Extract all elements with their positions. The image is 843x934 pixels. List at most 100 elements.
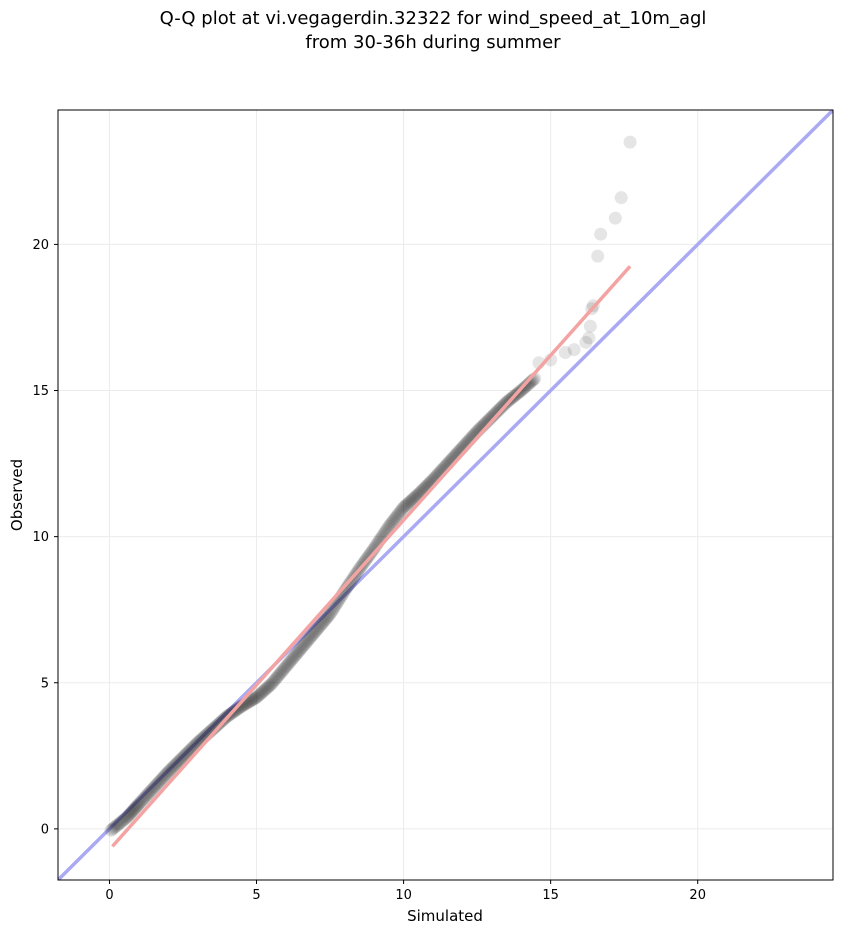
data-point [392, 507, 406, 521]
data-point [280, 658, 294, 672]
data-point [128, 801, 142, 815]
data-point [398, 499, 412, 513]
data-point [125, 805, 139, 819]
data-point [161, 765, 175, 779]
data-point [119, 811, 133, 825]
data-point [384, 516, 398, 530]
scatter-points [104, 135, 637, 837]
data-point [274, 666, 288, 680]
data-point [177, 749, 191, 763]
data-point [172, 754, 186, 768]
data-point [410, 488, 424, 502]
data-point [583, 319, 597, 333]
data-point [150, 777, 164, 791]
data-point [116, 813, 130, 827]
data-point [245, 693, 259, 707]
data-point [387, 513, 401, 527]
data-point [167, 759, 181, 773]
data-point [322, 609, 336, 623]
chart-subtitle: from 30-36h during summer [305, 32, 561, 53]
data-point [232, 701, 246, 715]
data-point [117, 812, 131, 826]
data-point [311, 622, 325, 636]
data-point [105, 822, 119, 836]
data-point [111, 818, 125, 832]
fit-line [111, 265, 632, 848]
data-point [275, 664, 289, 678]
data-point [176, 750, 190, 764]
data-point [291, 645, 305, 659]
y-tick-label: 15 [32, 384, 49, 399]
data-point [295, 641, 309, 655]
data-point [262, 679, 276, 693]
data-point [301, 633, 315, 647]
data-point [520, 378, 534, 392]
data-point [256, 685, 270, 699]
data-point [383, 518, 397, 532]
data-point [231, 702, 245, 716]
data-point [132, 797, 146, 811]
data-point [408, 491, 422, 505]
data-point [136, 793, 150, 807]
chart-title: Q-Q plot at vi.vegagerdin.32322 for wind… [160, 8, 707, 29]
data-point [265, 676, 279, 690]
data-point [492, 403, 506, 417]
y-tick-label: 10 [32, 530, 49, 545]
data-point [131, 798, 145, 812]
data-point [284, 654, 298, 668]
data-point [381, 521, 395, 535]
data-point [312, 620, 326, 634]
data-point [160, 766, 174, 780]
data-point [156, 770, 170, 784]
data-point [165, 761, 179, 775]
data-point [395, 502, 409, 516]
data-point [158, 769, 172, 783]
data-point [289, 648, 303, 662]
data-point [306, 628, 320, 642]
data-point [281, 657, 295, 671]
data-point [155, 772, 169, 786]
data-point [522, 377, 536, 391]
data-point [113, 816, 127, 830]
data-point [178, 748, 192, 762]
data-point [144, 784, 158, 798]
data-point [148, 780, 162, 794]
data-point [263, 678, 277, 692]
data-point [126, 804, 140, 818]
data-point [386, 515, 400, 529]
data-point [487, 407, 501, 421]
data-point [151, 776, 165, 790]
data-point [129, 800, 143, 814]
data-point [323, 607, 337, 621]
data-point [397, 500, 411, 514]
data-point [164, 762, 178, 776]
data-point [300, 635, 314, 649]
data-point [292, 644, 306, 658]
data-point [400, 497, 414, 511]
data-point [489, 406, 502, 420]
data-point [273, 667, 287, 681]
data-point [286, 651, 300, 665]
data-point [124, 806, 138, 820]
data-point [294, 642, 308, 656]
data-point [394, 504, 408, 518]
data-point [327, 601, 341, 615]
data-point [594, 227, 608, 241]
data-point [326, 603, 340, 617]
data-point [252, 688, 266, 702]
data-point [518, 380, 532, 394]
data-point [153, 774, 167, 788]
x-axis-label: Simulated [407, 907, 483, 925]
data-point [138, 790, 152, 804]
data-point [159, 768, 173, 782]
data-point [490, 405, 504, 419]
data-point [362, 548, 376, 562]
data-point [166, 760, 180, 774]
data-point [303, 630, 317, 644]
data-point [264, 677, 278, 691]
data-point [310, 623, 324, 637]
data-point [248, 691, 262, 705]
data-point [401, 496, 415, 510]
grid-lines [58, 110, 833, 880]
data-point [112, 817, 126, 831]
